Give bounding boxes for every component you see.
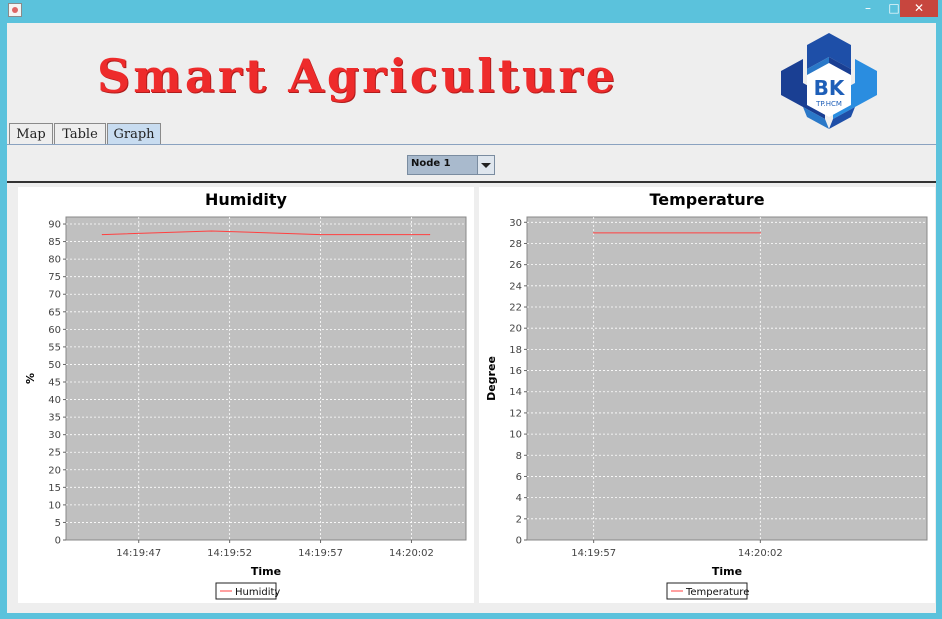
x-axis-label: Time (251, 565, 281, 578)
plot-area (526, 216, 928, 541)
y-tick-label: 5 (55, 518, 61, 529)
logo-subtext: TP.HCM (815, 100, 842, 108)
y-tick-label: 20 (509, 324, 522, 335)
legend-label: Humidity (235, 587, 280, 598)
charts-area: Humidity 0 5 10 15 20 25 30 35 40 45 50 55 60 65 70 75 80… (7, 181, 936, 613)
y-tick-label: 55 (48, 342, 61, 353)
y-tick-label: 24 (509, 281, 522, 292)
legend-box (666, 582, 748, 600)
chart-title: Humidity (205, 190, 288, 209)
y-tick-label: 10 (509, 430, 522, 441)
y-tick-label: 10 (48, 500, 61, 511)
y-tick-label: 18 (509, 345, 522, 356)
y-tick-label: 65 (48, 307, 61, 318)
logo-text: BK (814, 76, 846, 100)
y-tick-label: 30 (48, 430, 61, 441)
y-tick-label: 85 (48, 237, 61, 248)
y-tick-label: 28 (509, 239, 522, 250)
x-tick-label: 14:19:57 (571, 548, 616, 559)
y-tick-label: 45 (48, 378, 61, 389)
x-tick-label: 14:20:02 (738, 548, 783, 559)
y-tick-label: 6 (516, 472, 522, 483)
close-button[interactable]: ✕ (900, 0, 938, 17)
tab-table[interactable]: Table (54, 123, 106, 144)
data-point (319, 233, 322, 236)
y-tick-label: 80 (48, 255, 61, 266)
legend-label: Temperature (685, 587, 749, 598)
y-axis-label: Degree (485, 356, 498, 401)
y-tick-label: 22 (509, 303, 522, 314)
plot-area (65, 216, 467, 541)
x-tick-label: 14:20:02 (389, 548, 434, 559)
y-tick-label: 0 (55, 536, 61, 547)
y-tick-label: 2 (516, 514, 522, 525)
data-point (593, 232, 595, 234)
series-line (102, 230, 430, 236)
y-tick-label: 70 (48, 290, 61, 301)
x-tick-label: 14:19:57 (298, 548, 343, 559)
graph-tab-panel: Node 1 Humidity 0 5 10 15 20 25 30 35 40 45 50 55 60 6… (7, 144, 936, 613)
y-tick-label: 0 (516, 536, 522, 547)
data-point (101, 233, 103, 236)
y-tick-label: 16 (509, 366, 522, 377)
x-tick-label: 14:19:52 (207, 548, 252, 559)
y-tick-label: 50 (48, 360, 61, 371)
legend-box (215, 582, 277, 600)
humidity-chart-panel: Humidity 0 5 10 15 20 25 30 35 40 45 50 55 60 65 70 75 80… (18, 187, 474, 603)
temperature-chart-panel: Temperature 0 2 4 6 8 10 12 14 16 18 20 22 24 26 28 30 14… (479, 187, 935, 603)
java-app-icon (8, 3, 22, 17)
data-point (210, 230, 213, 232)
node-select-dropdown[interactable]: Node 1 (407, 155, 495, 175)
tab-graph[interactable]: Graph (107, 123, 161, 145)
data-point (429, 233, 431, 236)
temperature-chart: Temperature02468101214161820222426283014… (485, 190, 928, 600)
x-tick-label: 14:19:47 (116, 548, 161, 559)
y-tick-label: 40 (48, 395, 61, 406)
y-tick-label: 20 (48, 465, 61, 476)
y-tick-label: 35 (48, 413, 61, 424)
minimize-button[interactable]: – (865, 1, 871, 15)
y-tick-label: 4 (516, 493, 522, 504)
y-tick-label: 30 (509, 218, 522, 229)
humidity-chart: Humidity 0 5 10 15 20 25 30 35 40 45 50 55 60 65 70 75 80… (24, 190, 467, 600)
y-axis-label: % (24, 373, 37, 384)
y-tick-label: 25 (48, 448, 61, 459)
app-client-area: Smart Agriculture BK TP.HCM Map Table Gr… (7, 23, 936, 613)
node-select-value: Node 1 (411, 158, 451, 169)
y-tick-label: 14 (509, 387, 522, 398)
y-tick-label: 90 (48, 220, 61, 231)
y-tick-label: 12 (509, 408, 522, 419)
chevron-down-icon[interactable] (477, 156, 494, 174)
y-tick-label: 8 (516, 451, 522, 462)
app-header: Smart Agriculture BK TP.HCM (7, 23, 936, 143)
bk-logo: BK TP.HCM (781, 33, 877, 129)
y-tick-label: 15 (48, 483, 61, 494)
tab-map[interactable]: Map (9, 123, 53, 144)
window-titlebar: – □ ✕ (0, 0, 942, 22)
y-tick-label: 75 (48, 272, 61, 283)
data-point (759, 232, 761, 234)
y-tick-label: 60 (48, 325, 61, 336)
y-tick-label: 26 (509, 260, 522, 271)
chart-title: Temperature (649, 190, 764, 209)
app-title: Smart Agriculture (97, 49, 618, 103)
maximize-button[interactable]: □ (888, 1, 900, 15)
x-axis-label: Time (712, 565, 742, 578)
